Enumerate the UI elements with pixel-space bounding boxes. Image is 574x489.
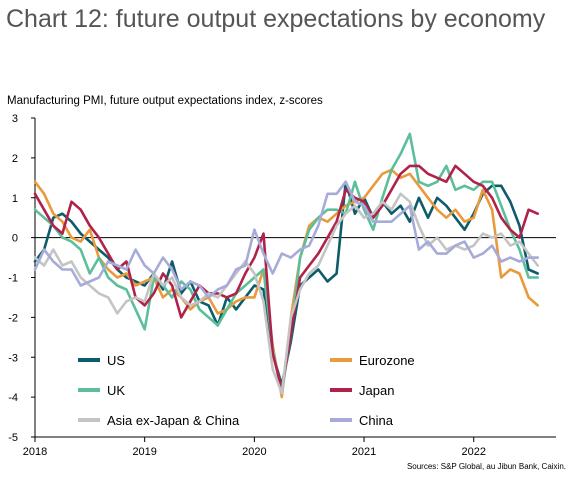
x-tick-label: 2021 [352,446,376,458]
y-tick-label: 0 [12,233,18,245]
page-title: Chart 12: future output expectations by … [6,5,546,33]
x-tick-label: 2019 [132,446,156,458]
y-tick-label: -2 [8,312,18,324]
x-tick-label: 2022 [461,446,485,458]
y-tick-label: 2 [12,153,18,165]
legend-label-china: China [359,413,394,428]
y-tick-label: 1 [12,193,18,205]
y-tick-label: 3 [12,113,18,125]
x-tick-label: 2020 [242,446,266,458]
y-tick-label: -1 [8,273,18,285]
chart-subtitle: Manufacturing PMI, future output expecta… [7,95,323,107]
legend-label-japan: Japan [359,383,394,398]
source-note: Sources: S&P Global, au Jibun Bank, Caix… [406,462,566,471]
y-tick-label: -3 [8,352,18,364]
series-layer [33,132,540,399]
y-tick-label: -5 [8,432,18,444]
y-tick-label: -4 [8,392,18,404]
x-tick-label: 2018 [23,446,47,458]
chart-axes: -5 -4 -3 -2 -1 0 1 2 3 2018 2019 2020 2021 2022 [8,113,556,458]
legend-label-eurozone: Eurozone [359,353,415,368]
chart-legend: US Eurozone UK Japan Asia ex-Japan & China Ch… [78,353,415,428]
legend-label-uk: UK [107,383,125,398]
series-line-china [33,180,540,299]
legend-label-us: US [107,353,125,368]
legend-label-asia-ex-japan-china: Asia ex-Japan & China [107,413,240,428]
